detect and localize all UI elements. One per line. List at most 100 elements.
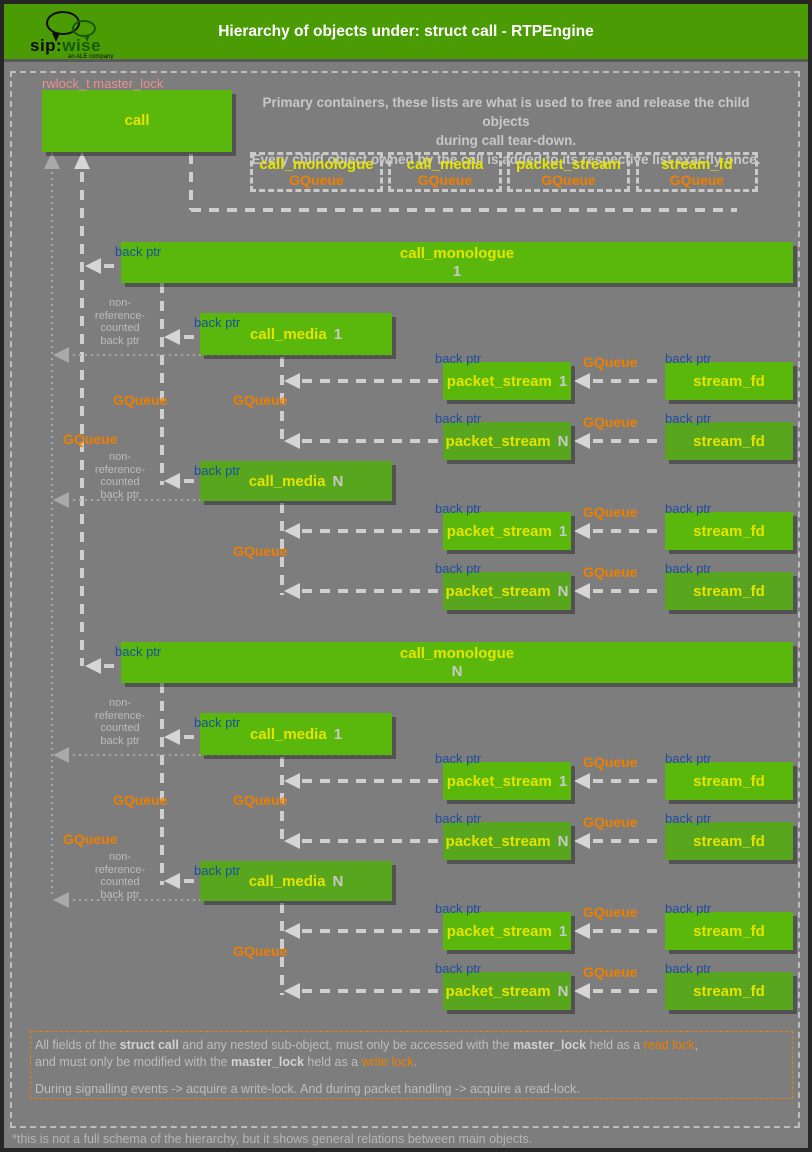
stream-gqueue-rail	[280, 357, 284, 447]
stream-fd-label: stream_fd	[693, 982, 765, 1000]
stream-fd-label: stream_fd	[693, 772, 765, 790]
footer-text-segment: read lock	[643, 1038, 695, 1052]
gqueue-label: GQueue	[113, 792, 168, 808]
back-ptr-arrowhead-icon	[574, 373, 590, 389]
footer-line: During signalling events -> acquire a wr…	[35, 1081, 792, 1098]
non-ref-back-ptr-line	[67, 354, 392, 356]
speech-bubble-tail-icon	[84, 35, 90, 42]
stream-fd-back-ptr-line	[593, 379, 663, 383]
back-ptr-label: back ptr	[435, 351, 482, 366]
back-ptr-arrowhead-icon	[164, 329, 180, 345]
non-ref-note-line: counted	[100, 876, 140, 888]
gqueue-label: GQueue	[583, 564, 638, 580]
footer-line: All fields of the struct call and any ne…	[35, 1037, 792, 1054]
call-monologue-suffix: N	[451, 662, 463, 680]
gqueue-label: GQueue	[233, 943, 288, 959]
page-title: Hierarchy of objects under: struct call …	[218, 22, 594, 40]
footer-text-segment: write lock	[361, 1055, 414, 1069]
packet-stream-label: packet_stream	[446, 522, 552, 540]
packet-stream-box: packet_stream 1	[443, 912, 571, 950]
packet-stream-label: packet_stream	[446, 372, 552, 390]
speech-bubble-tail-icon	[52, 33, 60, 42]
packet-stream-box: packet_stream N	[443, 572, 571, 610]
logo-sip: sip:	[30, 36, 63, 55]
packet-stream-label: packet_stream	[445, 982, 551, 1000]
gqueue-label: GQueue	[63, 831, 118, 847]
non-ref-arrowhead-icon	[53, 492, 69, 508]
footer-text-segment: .	[413, 1055, 418, 1069]
back-ptr-label: back ptr	[435, 751, 482, 766]
legend-box-call_monologue: call_monologue GQueue	[250, 152, 383, 192]
gqueue-label: GQueue	[583, 414, 638, 430]
back-ptr-arrowhead-icon	[284, 583, 300, 599]
back-ptr-label: back ptr	[194, 315, 241, 330]
call-media-suffix: N	[332, 872, 344, 890]
back-ptr-arrowhead-icon	[164, 729, 180, 745]
logo-wordmark: sip:wise	[30, 36, 101, 56]
back-ptr-arrowhead-icon	[574, 923, 590, 939]
back-ptr-label: back ptr	[665, 811, 712, 826]
back-ptr-arrowhead-icon	[284, 983, 300, 999]
back-ptr-line	[104, 664, 117, 668]
legend-box-packet_stream: packet_stream GQueue	[507, 152, 630, 192]
non-ref-note-line: non-	[108, 697, 132, 709]
gqueue-label: GQueue	[583, 354, 638, 370]
gqueue-label: GQueue	[63, 431, 118, 447]
footer-text-segment: held as a	[586, 1038, 644, 1052]
stream-fd-box: stream_fd	[665, 912, 793, 950]
back-ptr-label: back ptr	[665, 961, 712, 976]
back-ptr-arrowhead-icon	[85, 258, 101, 274]
footer-text-segment: During signalling events -> acquire a wr…	[35, 1082, 580, 1096]
call-media-suffix: N	[332, 472, 344, 490]
packet-stream-box: packet_stream 1	[443, 512, 571, 550]
packet-stream-box: packet_stream 1	[443, 362, 571, 400]
stream-fd-box: stream_fd	[665, 512, 793, 550]
call-media-box: call_media 1	[200, 713, 392, 755]
media-gqueue-rail	[160, 683, 164, 885]
stream-fd-box: stream_fd	[665, 422, 793, 460]
back-ptr-arrowhead-icon	[574, 983, 590, 999]
footer-text-segment: ,	[694, 1038, 698, 1052]
stream-fd-box: stream_fd	[665, 822, 793, 860]
back-ptr-label: back ptr	[194, 863, 241, 878]
non-ref-back-ptr-rail	[51, 172, 53, 898]
packet-stream-suffix: 1	[558, 522, 568, 540]
back-ptr-arrowhead-icon	[574, 773, 590, 789]
gqueue-label: GQueue	[233, 392, 288, 408]
media-gqueue-rail	[160, 283, 164, 485]
call-media-label: call_media	[249, 325, 327, 343]
back-ptr-label: back ptr	[665, 901, 712, 916]
footer-text-segment: All fields of the	[35, 1038, 120, 1052]
stream-fd-box: stream_fd	[665, 972, 793, 1010]
back-ptr-label: back ptr	[435, 901, 482, 916]
footnote: *this is not a full schema of the hierar…	[12, 1132, 533, 1146]
non-ref-note-line: non-	[108, 451, 132, 463]
footer-spacer	[35, 1071, 792, 1081]
call-gqueue-rail	[191, 208, 737, 212]
stream-fd-back-ptr-line	[593, 779, 663, 783]
call-media-label: call_media	[248, 872, 326, 890]
non-ref-back-ptr-line	[67, 754, 392, 756]
legend-type: GQueue	[289, 172, 344, 188]
footer-text-segment: struct call	[119, 1038, 179, 1052]
gqueue-label: GQueue	[583, 814, 638, 830]
packet-stream-back-ptr-line	[302, 839, 441, 843]
call-gqueue-drop-rail	[189, 154, 193, 210]
footer-text-segment: and any nested sub-object, must only be …	[178, 1038, 514, 1052]
legend-name: packet_stream	[515, 156, 622, 173]
packet-stream-back-ptr-line	[302, 589, 441, 593]
back-ptr-label: back ptr	[435, 411, 482, 426]
stream-fd-back-ptr-line	[593, 529, 663, 533]
non-ref-note-line: back ptr	[100, 334, 140, 347]
note-line: Primary containers, these lists are what…	[262, 95, 750, 129]
call-media-suffix: 1	[333, 725, 343, 743]
non-ref-note-line: non-	[108, 851, 132, 863]
packet-stream-label: packet_stream	[446, 922, 552, 940]
non-ref-note-line: reference-	[94, 863, 146, 876]
packet-stream-back-ptr-line	[302, 989, 441, 993]
gqueue-label: GQueue	[583, 904, 638, 920]
gqueue-label: GQueue	[583, 964, 638, 980]
legend-name: stream_fd	[661, 156, 733, 173]
footer-text-segment: held as a	[303, 1055, 362, 1069]
call-media-label: call_media	[248, 472, 326, 490]
